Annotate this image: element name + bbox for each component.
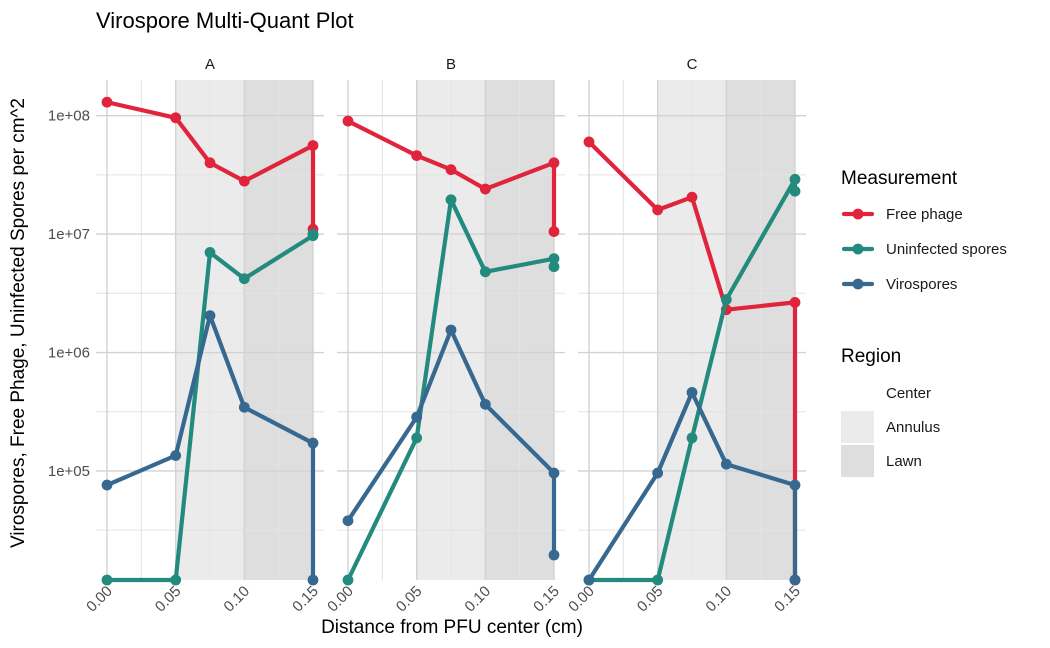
series-line-virospores [104, 313, 316, 583]
data-point [411, 432, 423, 444]
data-point [170, 112, 182, 124]
series-line-virospores [345, 327, 557, 558]
data-point [686, 191, 698, 203]
data-point [204, 157, 216, 169]
data-point [238, 273, 250, 285]
facet-label: C [687, 56, 698, 73]
data-point [652, 204, 664, 216]
facet-label: B [446, 56, 456, 73]
data-point [686, 432, 698, 444]
series-line-free-phage [345, 119, 557, 234]
data-point [548, 157, 560, 169]
data-point [307, 228, 319, 240]
data-point [548, 253, 560, 265]
data-point [789, 296, 801, 308]
data-point [652, 467, 664, 479]
data-point [342, 515, 354, 527]
x-axis-title: Distance from PFU center (cm) [321, 617, 583, 638]
legend-title-region: Region [841, 346, 901, 367]
x-tick-label: 0.00 [565, 583, 598, 616]
legend-label: Virospores [886, 276, 957, 293]
legend-key-region [841, 411, 874, 443]
x-tick-label: 0.00 [83, 583, 116, 616]
y-tick-label: 1e+08 [48, 108, 90, 125]
y-tick-label: 1e+06 [48, 345, 90, 362]
data-point [307, 140, 319, 151]
data-point [583, 574, 595, 586]
y-axis-title: Virospores, Free Phage, Uninfected Spore… [8, 98, 29, 548]
facet-label: A [205, 56, 215, 73]
legend: Measurement Free phage Uninfected spores Vi… [841, 168, 1007, 477]
panel-C: C 0.00 0.05 0.10 0.15 [565, 56, 806, 615]
data-point [411, 150, 423, 161]
legend-label: Free phage [886, 206, 963, 223]
x-tick-label: 0.15 [771, 583, 804, 616]
data-point [101, 96, 113, 108]
series-line-virospores [586, 390, 798, 583]
legend-key-point [852, 243, 864, 255]
series-line-free-phage [586, 139, 798, 583]
data-point [583, 136, 595, 148]
x-tick-label: 0.05 [152, 583, 185, 616]
data-point [720, 294, 732, 305]
data-point [445, 164, 457, 176]
data-point [342, 115, 354, 127]
data-point [411, 411, 423, 423]
data-point [548, 226, 560, 237]
legend-key-point [852, 208, 864, 220]
data-point [170, 450, 182, 461]
chart-title: Virospore Multi-Quant Plot [96, 8, 354, 33]
y-tick-label: 1e+07 [48, 226, 90, 243]
data-point [652, 574, 664, 586]
legend-key-region [841, 377, 874, 409]
legend-label: Center [886, 385, 931, 402]
data-point [789, 185, 801, 197]
legend-label: Uninfected spores [886, 241, 1007, 258]
data-point [548, 261, 560, 273]
data-point [479, 398, 491, 410]
data-point [479, 183, 491, 195]
data-point [686, 387, 698, 398]
x-tick-label: 0.15 [530, 583, 563, 616]
data-point [445, 194, 457, 206]
x-tick-label: 0.10 [220, 583, 253, 616]
x-tick-label: 0.05 [393, 583, 426, 616]
series-line-free-phage [104, 100, 316, 232]
data-point [307, 574, 319, 586]
x-tick-label: 0.15 [289, 583, 322, 616]
x-tick-label: 0.05 [634, 583, 667, 616]
data-point [548, 467, 560, 479]
data-point [238, 401, 250, 413]
panel-A: A 0.00 0.05 0.10 0.15 [83, 56, 324, 615]
legend-key-region [841, 445, 874, 477]
legend-title-measurement: Measurement [841, 168, 958, 189]
x-tick-label: 0.00 [324, 583, 357, 616]
panel-B: B 0.00 0.05 0.10 0.15 [324, 56, 565, 615]
data-point [720, 458, 732, 470]
data-point [789, 173, 801, 185]
legend-key-point [852, 278, 864, 290]
data-point [101, 479, 113, 491]
data-point [789, 574, 801, 586]
data-point [548, 549, 560, 561]
data-point [170, 574, 182, 586]
data-point [342, 574, 354, 586]
data-point [307, 437, 319, 449]
data-point [204, 247, 216, 258]
y-tick-label: 1e+05 [48, 463, 90, 480]
data-point [789, 479, 801, 491]
data-point [445, 324, 457, 336]
data-point [479, 266, 491, 278]
legend-label: Annulus [886, 419, 940, 436]
data-point [101, 574, 113, 586]
x-tick-label: 0.10 [702, 583, 735, 616]
legend-label: Lawn [886, 453, 922, 470]
data-point [204, 310, 216, 321]
x-tick-label: 0.10 [461, 583, 494, 616]
data-point [238, 175, 250, 187]
